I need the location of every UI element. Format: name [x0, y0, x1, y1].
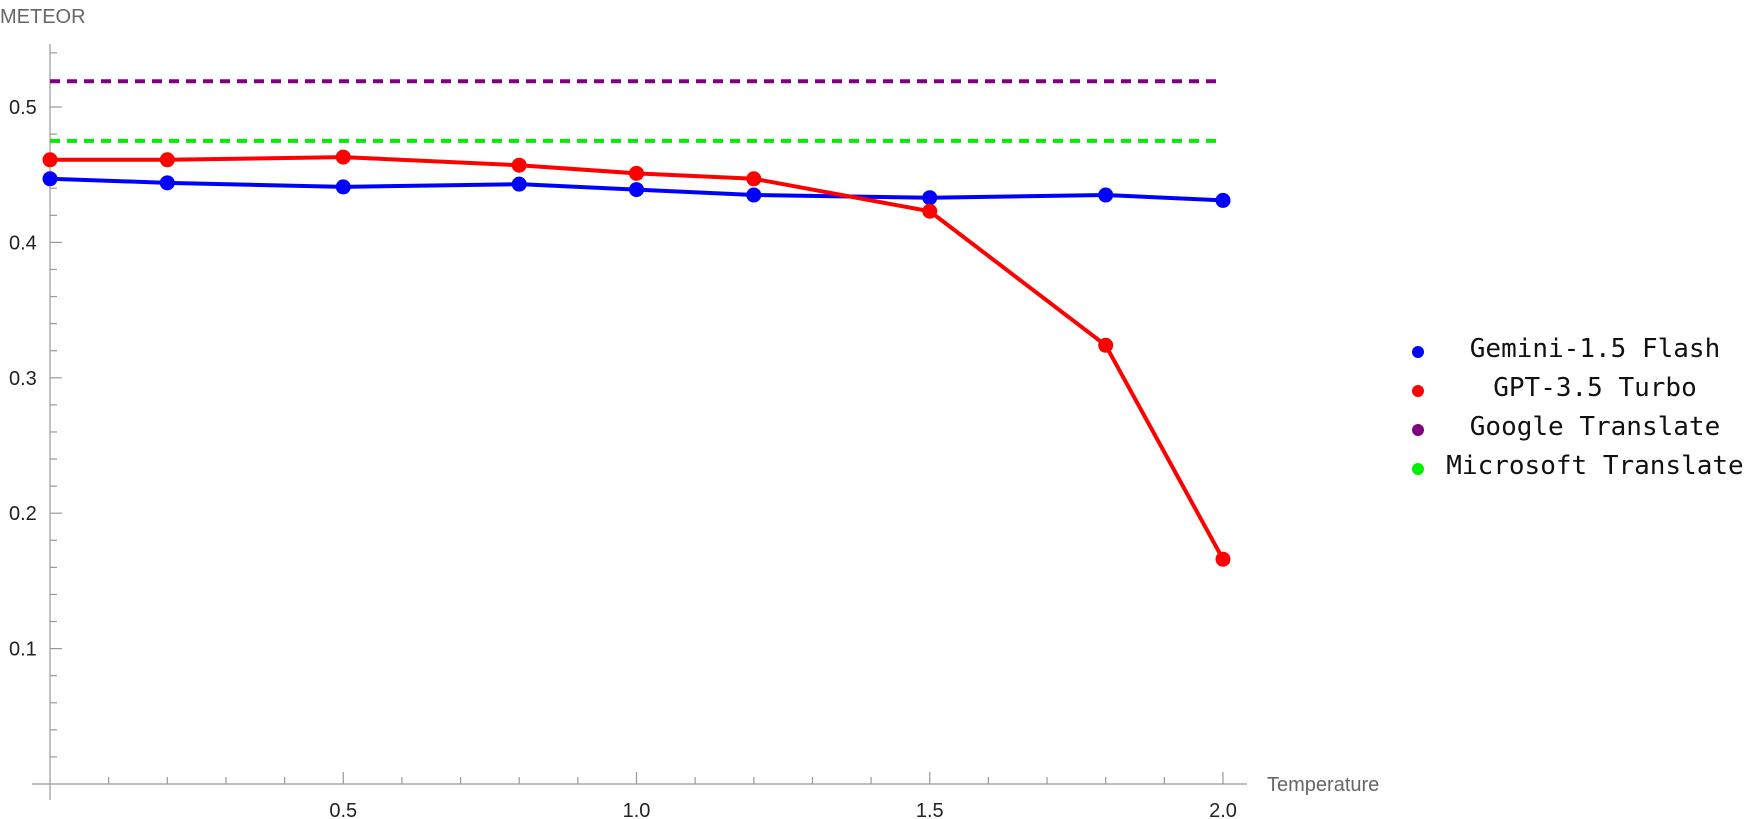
- legend-label: Microsoft Translate: [1446, 451, 1743, 481]
- data-point: [1098, 337, 1114, 353]
- legend-label: Google Translate: [1470, 412, 1720, 442]
- legend-marker: [1412, 463, 1424, 475]
- y-tick-label: 0.3: [9, 368, 37, 390]
- data-point: [746, 187, 762, 203]
- data-point: [922, 190, 938, 206]
- data-point: [922, 203, 938, 219]
- x-axis-title: Temperature: [1267, 774, 1379, 796]
- data-point: [1098, 187, 1114, 203]
- data-point: [42, 171, 58, 187]
- data-point: [42, 152, 58, 168]
- data-point: [159, 175, 175, 191]
- x-tick-label: 0.5: [329, 800, 357, 819]
- data-point: [1215, 192, 1231, 208]
- y-tick-label: 0.5: [9, 97, 37, 119]
- x-tick-label: 1.0: [623, 800, 651, 819]
- data-point: [746, 171, 762, 187]
- legend: Gemini-1.5 Flash GPT-3.5 Turbo Google Tran…: [1412, 334, 1744, 481]
- data-point: [335, 179, 351, 195]
- y-tick-label: 0.1: [9, 639, 37, 661]
- axis-ticks: 0.5 1.0 1.5 2.0 0.1 0.2 0.3 0.4 0.5: [9, 52, 1237, 819]
- data-point: [511, 176, 527, 192]
- y-tick-label: 0.2: [9, 503, 37, 525]
- data-point: [629, 165, 644, 181]
- data-point: [511, 157, 527, 173]
- data-point: [335, 149, 351, 165]
- legend-label: Gemini-1.5 Flash: [1470, 334, 1720, 364]
- series-gemini-1-5-flash: [42, 171, 1231, 208]
- data-point: [1215, 551, 1231, 567]
- data-point: [159, 152, 175, 168]
- legend-marker: [1412, 385, 1424, 397]
- data-point: [629, 182, 644, 198]
- series-gpt-3-5-turbo: [42, 149, 1231, 567]
- legend-marker: [1412, 424, 1424, 436]
- legend-marker: [1412, 346, 1424, 358]
- legend-label: GPT-3.5 Turbo: [1493, 373, 1697, 403]
- x-tick-label: 1.5: [916, 800, 944, 819]
- series-line: [50, 155, 1225, 561]
- y-axis-title: METEOR: [0, 6, 86, 28]
- y-tick-label: 0.4: [9, 232, 37, 254]
- x-tick-label: 2.0: [1209, 800, 1237, 819]
- plot-area: [42, 79, 1231, 567]
